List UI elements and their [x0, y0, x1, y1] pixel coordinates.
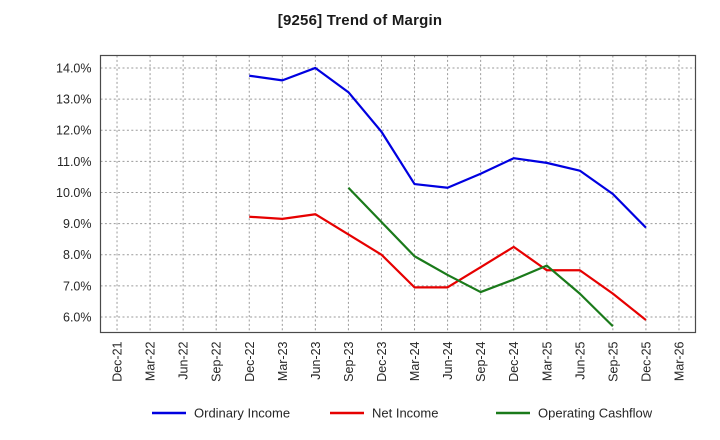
y-tick-label: 7.0% — [63, 279, 92, 293]
x-tick-label: Mar-25 — [540, 341, 554, 381]
series-line-net-income — [249, 213, 647, 321]
x-tick-label: Jun-24 — [441, 341, 455, 379]
legend-label-net-income[interactable]: Net Income — [372, 406, 438, 421]
y-tick-label: 13.0% — [56, 93, 91, 107]
x-tick-label: Jun-23 — [309, 341, 323, 379]
y-tick-label: 14.0% — [56, 61, 91, 75]
x-tick-label: Sep-25 — [606, 341, 620, 381]
y-tick-label: 6.0% — [63, 310, 92, 324]
legend-label-operating-cashflow[interactable]: Operating Cashflow — [538, 406, 653, 421]
x-axis-tick-labels: Dec-21 Mar-22 Jun-22 Sep-22 Dec-22 Mar-23 Jun-… — [111, 341, 687, 381]
x-tick-label: Dec-22 — [243, 341, 257, 381]
series-line-operating-cashflow — [347, 187, 614, 328]
series-layer — [249, 66, 647, 328]
legend-label-ordinary-income[interactable]: Ordinary Income — [194, 406, 290, 421]
x-tick-label: Jun-22 — [177, 341, 191, 379]
x-tick-label: Sep-24 — [474, 341, 488, 381]
y-tick-label: 8.0% — [63, 248, 92, 262]
x-tick-label: Sep-23 — [342, 341, 356, 381]
x-tick-label: Mar-24 — [408, 341, 422, 381]
chart-title: [9256] Trend of Margin — [277, 12, 443, 29]
y-tick-label: 9.0% — [63, 217, 92, 231]
x-tick-label: Dec-25 — [639, 341, 653, 381]
chart-legend: Ordinary Income Net Income Operating Cashf… — [152, 406, 653, 421]
y-axis-tick-labels: 6.0% 7.0% 8.0% 9.0% 10.0% 11.0% 12.0% 13.0% 14.0… — [56, 61, 91, 324]
x-tick-label: Jun-25 — [573, 341, 587, 379]
y-tick-label: 10.0% — [56, 186, 91, 200]
x-tick-label: Mar-23 — [276, 341, 290, 381]
y-tick-label: 11.0% — [57, 155, 92, 169]
x-tick-label: Dec-21 — [111, 341, 125, 381]
y-tick-label: 12.0% — [56, 124, 91, 138]
x-tick-label: Mar-26 — [672, 341, 686, 381]
grid-layer — [100, 55, 696, 333]
x-tick-label: Sep-22 — [210, 341, 224, 381]
plot-frame — [99, 54, 697, 334]
x-tick-label: Mar-22 — [144, 341, 158, 381]
x-tick-label: Dec-23 — [375, 341, 389, 381]
series-line-ordinary-income — [249, 66, 647, 229]
x-tick-label: Dec-24 — [507, 341, 521, 381]
